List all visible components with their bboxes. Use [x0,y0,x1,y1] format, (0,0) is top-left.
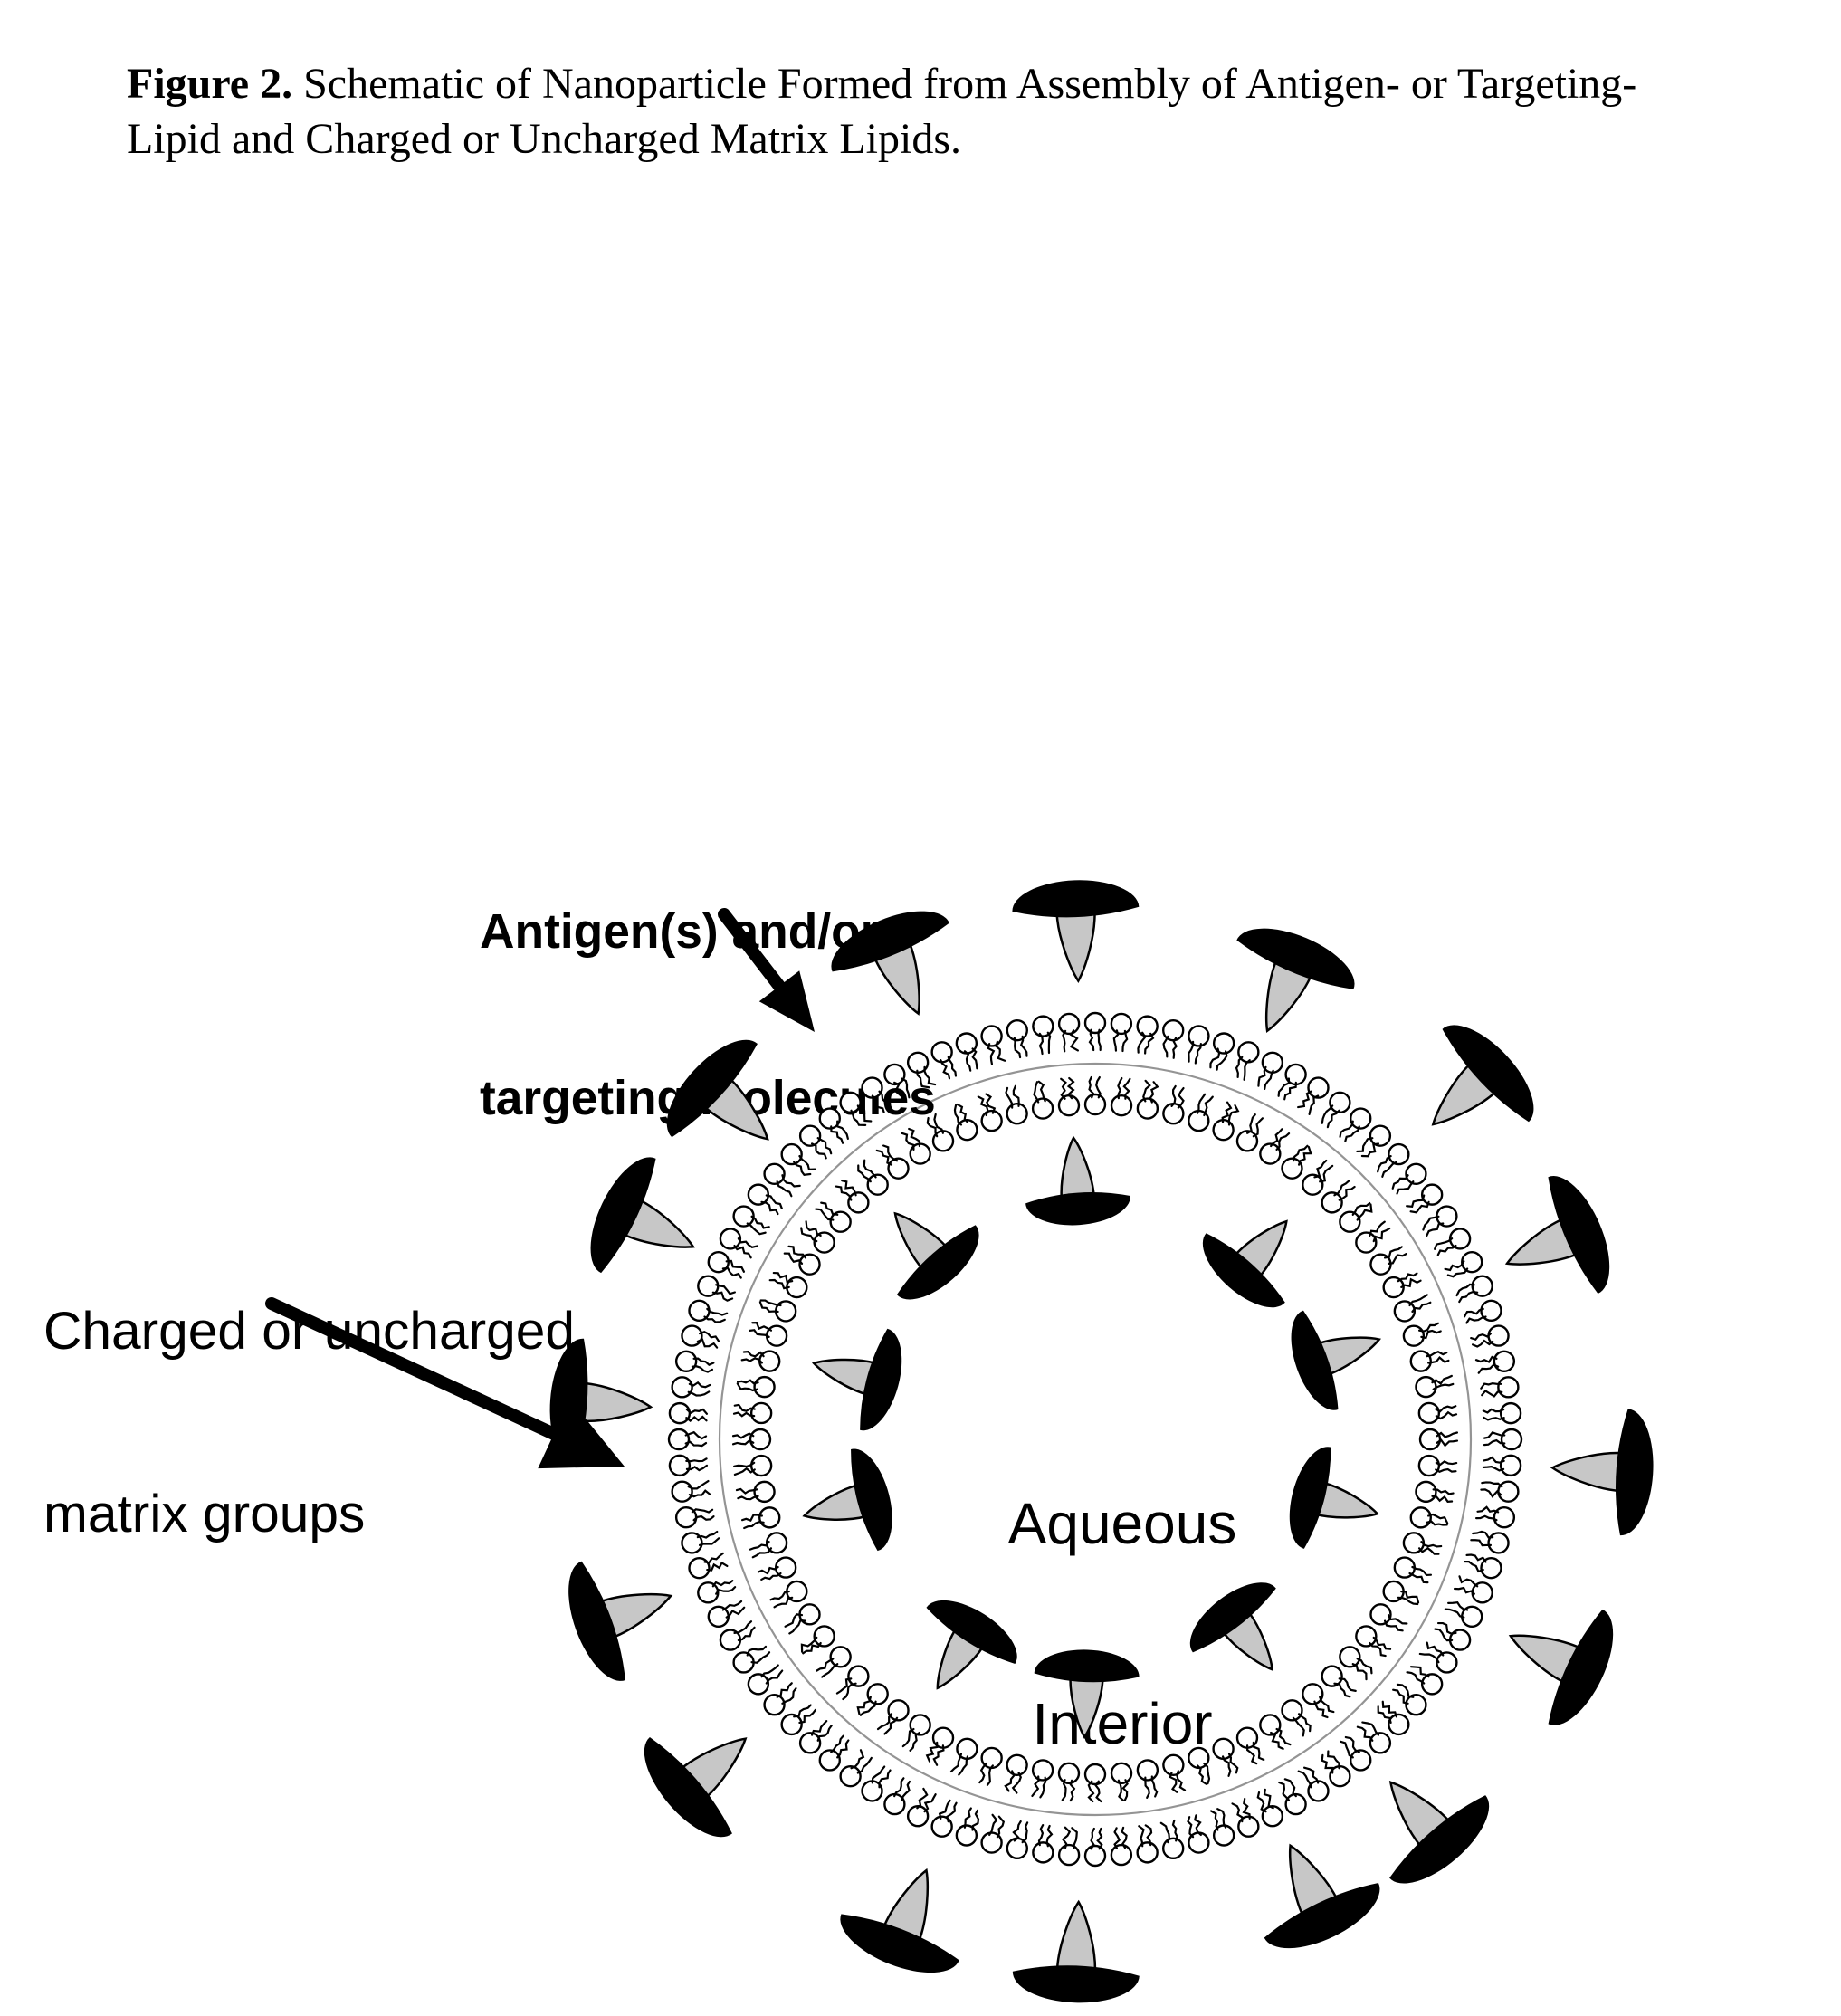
inner-antigen-mushrooms [791,1134,1397,1739]
callout-arrows [272,914,815,1468]
nanoparticle-diagram [0,0,1841,2016]
lipid-bilayer [669,1013,1521,1866]
page: Figure 2. Schematic of Nanoparticle Form… [0,0,1841,2016]
